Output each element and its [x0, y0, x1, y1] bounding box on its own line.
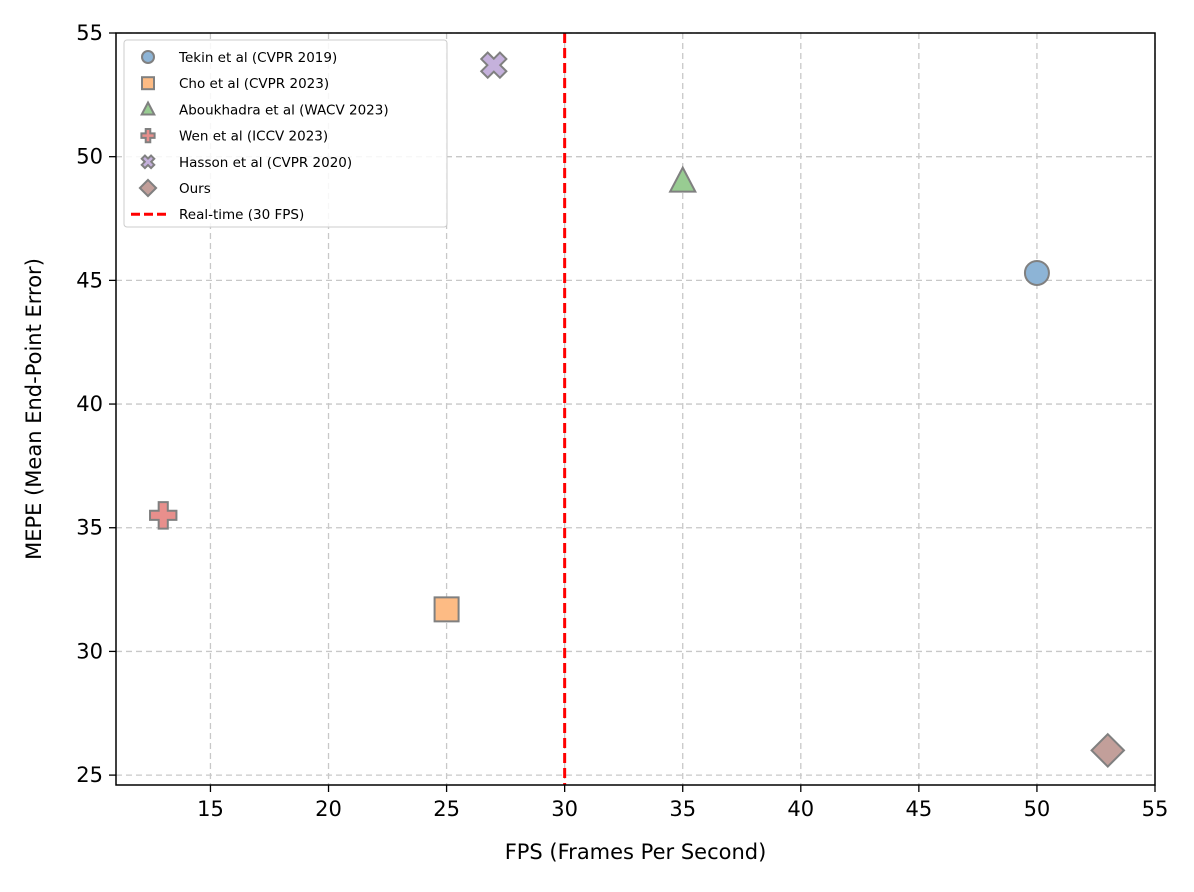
data-point-circle: [1023, 259, 1050, 286]
legend-box: [123, 39, 448, 228]
plot-frame: [115, 32, 1156, 786]
data-point-triangle: [668, 165, 697, 193]
legend-marker-circle: [141, 50, 155, 64]
legend-marker-triangle: [140, 100, 156, 116]
legend-entry: Cho et al (CVPR 2023): [141, 76, 329, 92]
y-tick-label: 45: [76, 268, 103, 292]
x-tick-label: 35: [669, 797, 696, 821]
data-point-diamond: [1090, 732, 1126, 768]
y-tick-label: 30: [76, 639, 103, 663]
legend-entry: Real-time (30 FPS): [131, 207, 304, 223]
x-tick-label: 20: [315, 797, 342, 821]
y-tick-label: 55: [76, 21, 103, 45]
legend-marker-diamond: [138, 178, 158, 198]
data-point-x: [479, 51, 508, 80]
legend-entry: Hasson et al (CVPR 2020): [140, 154, 352, 171]
x-tick-label: 55: [1142, 797, 1169, 821]
axis-ticks: 15 20 25 30 35 40 45 50 55 25 30 35 40 45 50 55: [76, 21, 1168, 821]
x-tick-label: 50: [1024, 797, 1051, 821]
legend-entry: Aboukhadra et al (WACV 2023): [140, 100, 389, 118]
legend-marker-x: [140, 154, 156, 170]
data-points: [149, 51, 1126, 768]
legend-entry: Tekin et al (CVPR 2019): [141, 50, 337, 66]
legend-label: Aboukhadra et al (WACV 2023): [179, 102, 389, 118]
legend-label: Hasson et al (CVPR 2020): [179, 155, 352, 171]
x-tick-label: 15: [197, 797, 224, 821]
x-tick-label: 45: [905, 797, 932, 821]
x-axis-title: FPS (Frames Per Second): [505, 840, 767, 864]
y-tick-label: 40: [76, 392, 103, 416]
y-tick-label: 35: [76, 516, 103, 540]
x-tick-label: 25: [433, 797, 460, 821]
y-tick-label: 25: [76, 763, 103, 787]
legend-label: Tekin et al (CVPR 2019): [178, 50, 337, 66]
legend-label: Ours: [179, 181, 211, 197]
y-tick-label: 50: [76, 145, 103, 169]
x-tick-label: 30: [551, 797, 578, 821]
legend: Tekin et al (CVPR 2019) Cho et al (CVPR 2…: [123, 39, 448, 228]
legend-label: Real-time (30 FPS): [179, 207, 304, 223]
legend-entry: Ours: [138, 178, 211, 198]
legend-marker-plus: [140, 128, 156, 144]
data-point-plus: [149, 501, 178, 530]
legend-marker-square: [141, 76, 155, 91]
legend-entry: Wen et al (ICCV 2023): [140, 128, 328, 145]
legend-label: Cho et al (CVPR 2023): [179, 76, 329, 92]
x-tick-label: 40: [787, 797, 814, 821]
data-point-square: [433, 596, 460, 623]
y-axis-title: MEPE (Mean End-Point Error): [22, 258, 46, 560]
legend-label: Wen et al (ICCV 2023): [179, 129, 328, 145]
